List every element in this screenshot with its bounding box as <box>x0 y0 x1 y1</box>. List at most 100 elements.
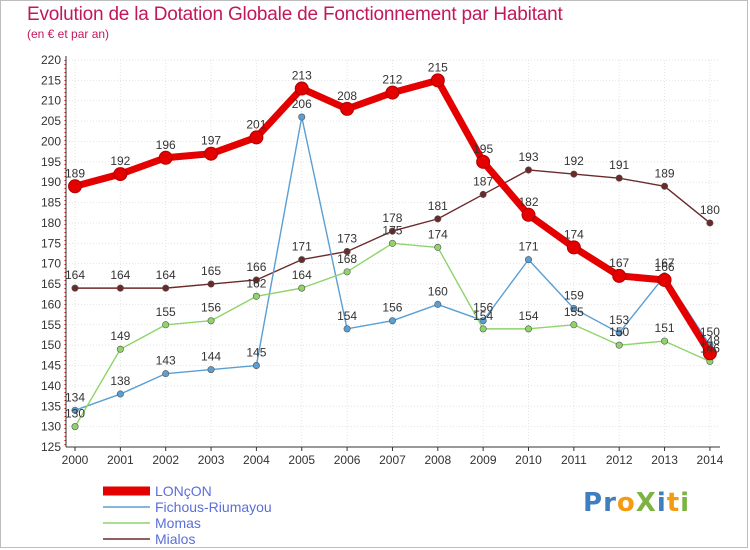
data-label-mialos: 164 <box>65 268 85 282</box>
data-label-momas: 175 <box>382 223 402 237</box>
data-label-fichous-riumayou: 159 <box>564 288 584 302</box>
data-label-mialos: 193 <box>518 150 538 164</box>
data-label-lon-on: 148 <box>700 333 720 347</box>
point-momas <box>252 292 260 300</box>
data-label-fichous-riumayou: 160 <box>428 284 448 298</box>
series-layer <box>68 73 717 431</box>
y-tick-label: 140 <box>41 379 61 393</box>
y-tick-label: 130 <box>41 420 61 434</box>
point-fichous-riumayou <box>298 113 306 121</box>
chart-subtitle: (en € et par an) <box>27 27 110 41</box>
point-lon-on <box>249 130 264 145</box>
data-label-lon-on: 174 <box>564 227 584 241</box>
data-label-fichous-riumayou: 150 <box>700 325 720 339</box>
data-label-fichous-riumayou: 206 <box>292 97 312 111</box>
x-tick-label: 2006 <box>334 453 361 467</box>
data-label-mialos: 171 <box>292 240 312 254</box>
point-mialos <box>71 284 79 292</box>
data-label-fichous-riumayou: 138 <box>110 374 130 388</box>
data-label-momas: 151 <box>655 321 675 335</box>
point-momas <box>207 317 215 325</box>
data-label-mialos: 165 <box>201 264 221 278</box>
data-label-fichous-riumayou: 167 <box>655 256 675 270</box>
data-label-momas: 156 <box>201 301 221 315</box>
y-tick-label: 145 <box>41 359 61 373</box>
logo-letter: P <box>583 488 604 518</box>
data-label-fichous-riumayou: 156 <box>382 301 402 315</box>
point-momas <box>661 337 669 345</box>
data-label-momas: 150 <box>609 325 629 339</box>
point-momas <box>434 243 442 251</box>
point-momas <box>570 321 578 329</box>
point-lon-on <box>113 167 128 182</box>
y-tick-label: 175 <box>41 236 61 250</box>
point-mialos <box>298 256 306 264</box>
chart-title: Evolution de la Dotation Globale de Fonc… <box>27 4 563 25</box>
y-tick-label: 215 <box>41 73 61 87</box>
data-label-fichous-riumayou: 144 <box>201 350 221 364</box>
data-label-mialos: 178 <box>382 211 402 225</box>
data-label-lon-on: 182 <box>518 195 538 209</box>
point-mialos <box>524 166 532 174</box>
point-mialos <box>570 170 578 178</box>
y-tick-label: 205 <box>41 114 61 128</box>
point-mialos <box>479 190 487 198</box>
y-tick-label: 125 <box>41 440 61 454</box>
point-momas <box>479 325 487 333</box>
data-label-mialos: 191 <box>609 158 629 172</box>
legend-label: LONçON <box>155 483 212 499</box>
data-label-momas: 174 <box>428 227 448 241</box>
point-momas <box>162 321 170 329</box>
data-label-lon-on: 189 <box>65 166 85 180</box>
point-mialos <box>162 284 170 292</box>
data-label-lon-on: 215 <box>428 60 448 74</box>
x-tick-label: 2010 <box>515 453 542 467</box>
point-fichous-riumayou <box>71 406 79 414</box>
x-tick-label: 2008 <box>424 453 451 467</box>
data-label-lon-on: 208 <box>337 89 357 103</box>
data-label-fichous-riumayou: 156 <box>473 301 493 315</box>
x-tick-label: 2003 <box>198 453 225 467</box>
data-label-mialos: 189 <box>655 166 675 180</box>
point-momas <box>615 341 623 349</box>
point-lon-on <box>702 346 717 361</box>
logo-letter: t <box>666 488 681 518</box>
x-tick-label: 2001 <box>107 453 134 467</box>
logo-letter: i <box>656 488 667 518</box>
point-lon-on <box>204 146 219 161</box>
point-lon-on <box>476 154 491 169</box>
data-label-mialos: 173 <box>337 231 357 245</box>
y-tick-label: 155 <box>41 318 61 332</box>
point-fichous-riumayou <box>207 366 215 374</box>
grid <box>66 59 720 448</box>
point-fichous-riumayou <box>252 362 260 370</box>
point-fichous-riumayou <box>434 300 442 308</box>
x-tick-label: 2007 <box>379 453 406 467</box>
data-label-momas: 146 <box>700 341 720 355</box>
data-label-lon-on: 195 <box>473 142 493 156</box>
y-tick-label: 180 <box>41 216 61 230</box>
x-tick-label: 2009 <box>470 453 497 467</box>
y-tick-label: 160 <box>41 297 61 311</box>
point-lon-on <box>385 85 400 100</box>
data-label-lon-on: 192 <box>110 154 130 168</box>
data-label-mialos: 192 <box>564 154 584 168</box>
y-tick-label: 135 <box>41 399 61 413</box>
y-tick-label: 185 <box>41 196 61 210</box>
point-mialos <box>207 280 215 288</box>
data-label-fichous-riumayou: 143 <box>156 354 176 368</box>
logo-letter: i <box>680 488 691 518</box>
y-tick-label: 220 <box>41 53 61 67</box>
data-label-mialos: 166 <box>246 260 266 274</box>
legend-label: Momas <box>155 515 201 531</box>
point-lon-on <box>294 81 309 96</box>
point-fichous-riumayou <box>162 370 170 378</box>
point-fichous-riumayou <box>615 329 623 337</box>
point-fichous-riumayou <box>524 256 532 264</box>
x-tick-label: 2002 <box>152 453 179 467</box>
data-label-lon-on: 196 <box>156 138 176 152</box>
point-mialos <box>388 227 396 235</box>
data-label-mialos: 164 <box>156 268 176 282</box>
